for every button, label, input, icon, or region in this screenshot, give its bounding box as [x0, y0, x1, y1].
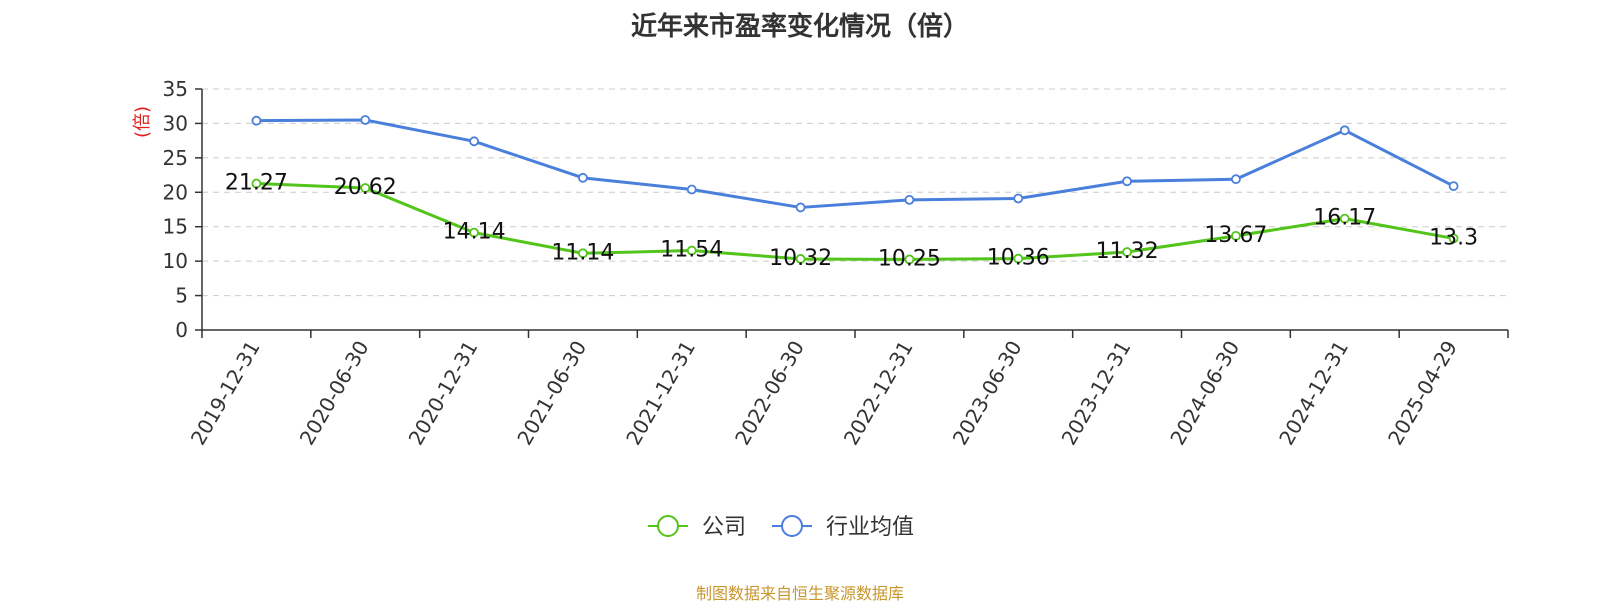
- data-label: 11.54: [660, 238, 723, 263]
- data-point: [686, 245, 697, 256]
- data-label: 11.14: [551, 240, 614, 265]
- data-point: [1013, 253, 1024, 264]
- y-tick-label: 35: [163, 77, 188, 101]
- legend-label: 行业均值: [826, 515, 914, 540]
- x-tick-label: 2024-06-30: [1165, 337, 1244, 450]
- x-tick-label: 2022-06-30: [730, 337, 809, 450]
- data-point: [1122, 247, 1132, 257]
- data-label: 20.62: [334, 175, 397, 200]
- data-point: [360, 183, 371, 193]
- series: [251, 115, 1459, 265]
- data-point: [251, 115, 262, 126]
- data-point: [1339, 213, 1350, 224]
- x-tick-label: 2021-06-30: [512, 337, 591, 450]
- data-labels: 21.27 20.62 14.14 11.14 11.54 10.32 10.25 10.36…: [225, 171, 1478, 272]
- y-tick-label: 15: [163, 215, 188, 239]
- data-point: [795, 254, 806, 264]
- data-point: [1448, 181, 1459, 191]
- legend: 公司 行业均值: [648, 515, 914, 540]
- data-point: [578, 172, 588, 183]
- data-point: [1339, 125, 1350, 136]
- x-tick-label: 2022-12-31: [839, 337, 918, 450]
- data-label: 14.14: [443, 220, 506, 245]
- data-point: [904, 254, 915, 265]
- data-label: 13.3: [1429, 225, 1478, 250]
- x-tick-label: 2020-06-30: [295, 337, 374, 450]
- data-label: 13.67: [1204, 223, 1267, 248]
- y-tick-label: 0: [175, 318, 188, 342]
- x-tick-label: 2019-12-31: [186, 337, 265, 450]
- data-label: 16.17: [1313, 206, 1376, 231]
- x-tick-label: 2023-06-30: [948, 337, 1027, 450]
- data-point: [1448, 233, 1459, 244]
- chart-title: 近年来市盈率变化情况（倍）: [630, 12, 969, 42]
- data-point: [686, 184, 697, 195]
- data-point: [578, 248, 588, 259]
- data-point: [1231, 230, 1241, 241]
- data-point: [1013, 193, 1024, 204]
- x-tick-label: 2021-12-31: [621, 337, 700, 450]
- y-tick-label: 20: [163, 180, 188, 204]
- data-label: 11.32: [1096, 239, 1159, 264]
- series-line-1: [256, 118, 1455, 209]
- legend-marker: [657, 515, 679, 537]
- y-axis-label: (倍): [132, 106, 153, 138]
- x-tick-label: 2023-12-31: [1057, 337, 1136, 450]
- x-tick-label: 2020-12-31: [404, 337, 483, 450]
- x-tick-label: 2025-04-29: [1383, 337, 1462, 450]
- series-line-0: [256, 182, 1454, 261]
- data-point: [251, 178, 262, 189]
- grid-lines: [202, 88, 1508, 297]
- y-tick-label: 30: [163, 111, 188, 135]
- data-point: [1231, 174, 1241, 185]
- data-point: [1122, 176, 1132, 187]
- legend-marker: [781, 515, 803, 537]
- data-label: 10.25: [878, 246, 941, 271]
- data-point: [904, 194, 915, 205]
- legend-label: 公司: [702, 515, 746, 540]
- data-point: [795, 202, 806, 213]
- source-note: 制图数据来自恒生聚源数据库: [695, 584, 904, 603]
- data-point: [469, 136, 479, 147]
- data-label: 10.32: [769, 246, 832, 271]
- y-tick-label: 5: [175, 284, 188, 308]
- x-tick-label: 2024-12-31: [1274, 337, 1353, 450]
- y-tick-label: 25: [163, 146, 188, 170]
- data-point: [469, 227, 479, 238]
- data-label: 21.27: [225, 171, 288, 196]
- data-point: [360, 115, 371, 125]
- y-tick-label: 10: [163, 249, 188, 273]
- data-label: 10.36: [987, 246, 1050, 271]
